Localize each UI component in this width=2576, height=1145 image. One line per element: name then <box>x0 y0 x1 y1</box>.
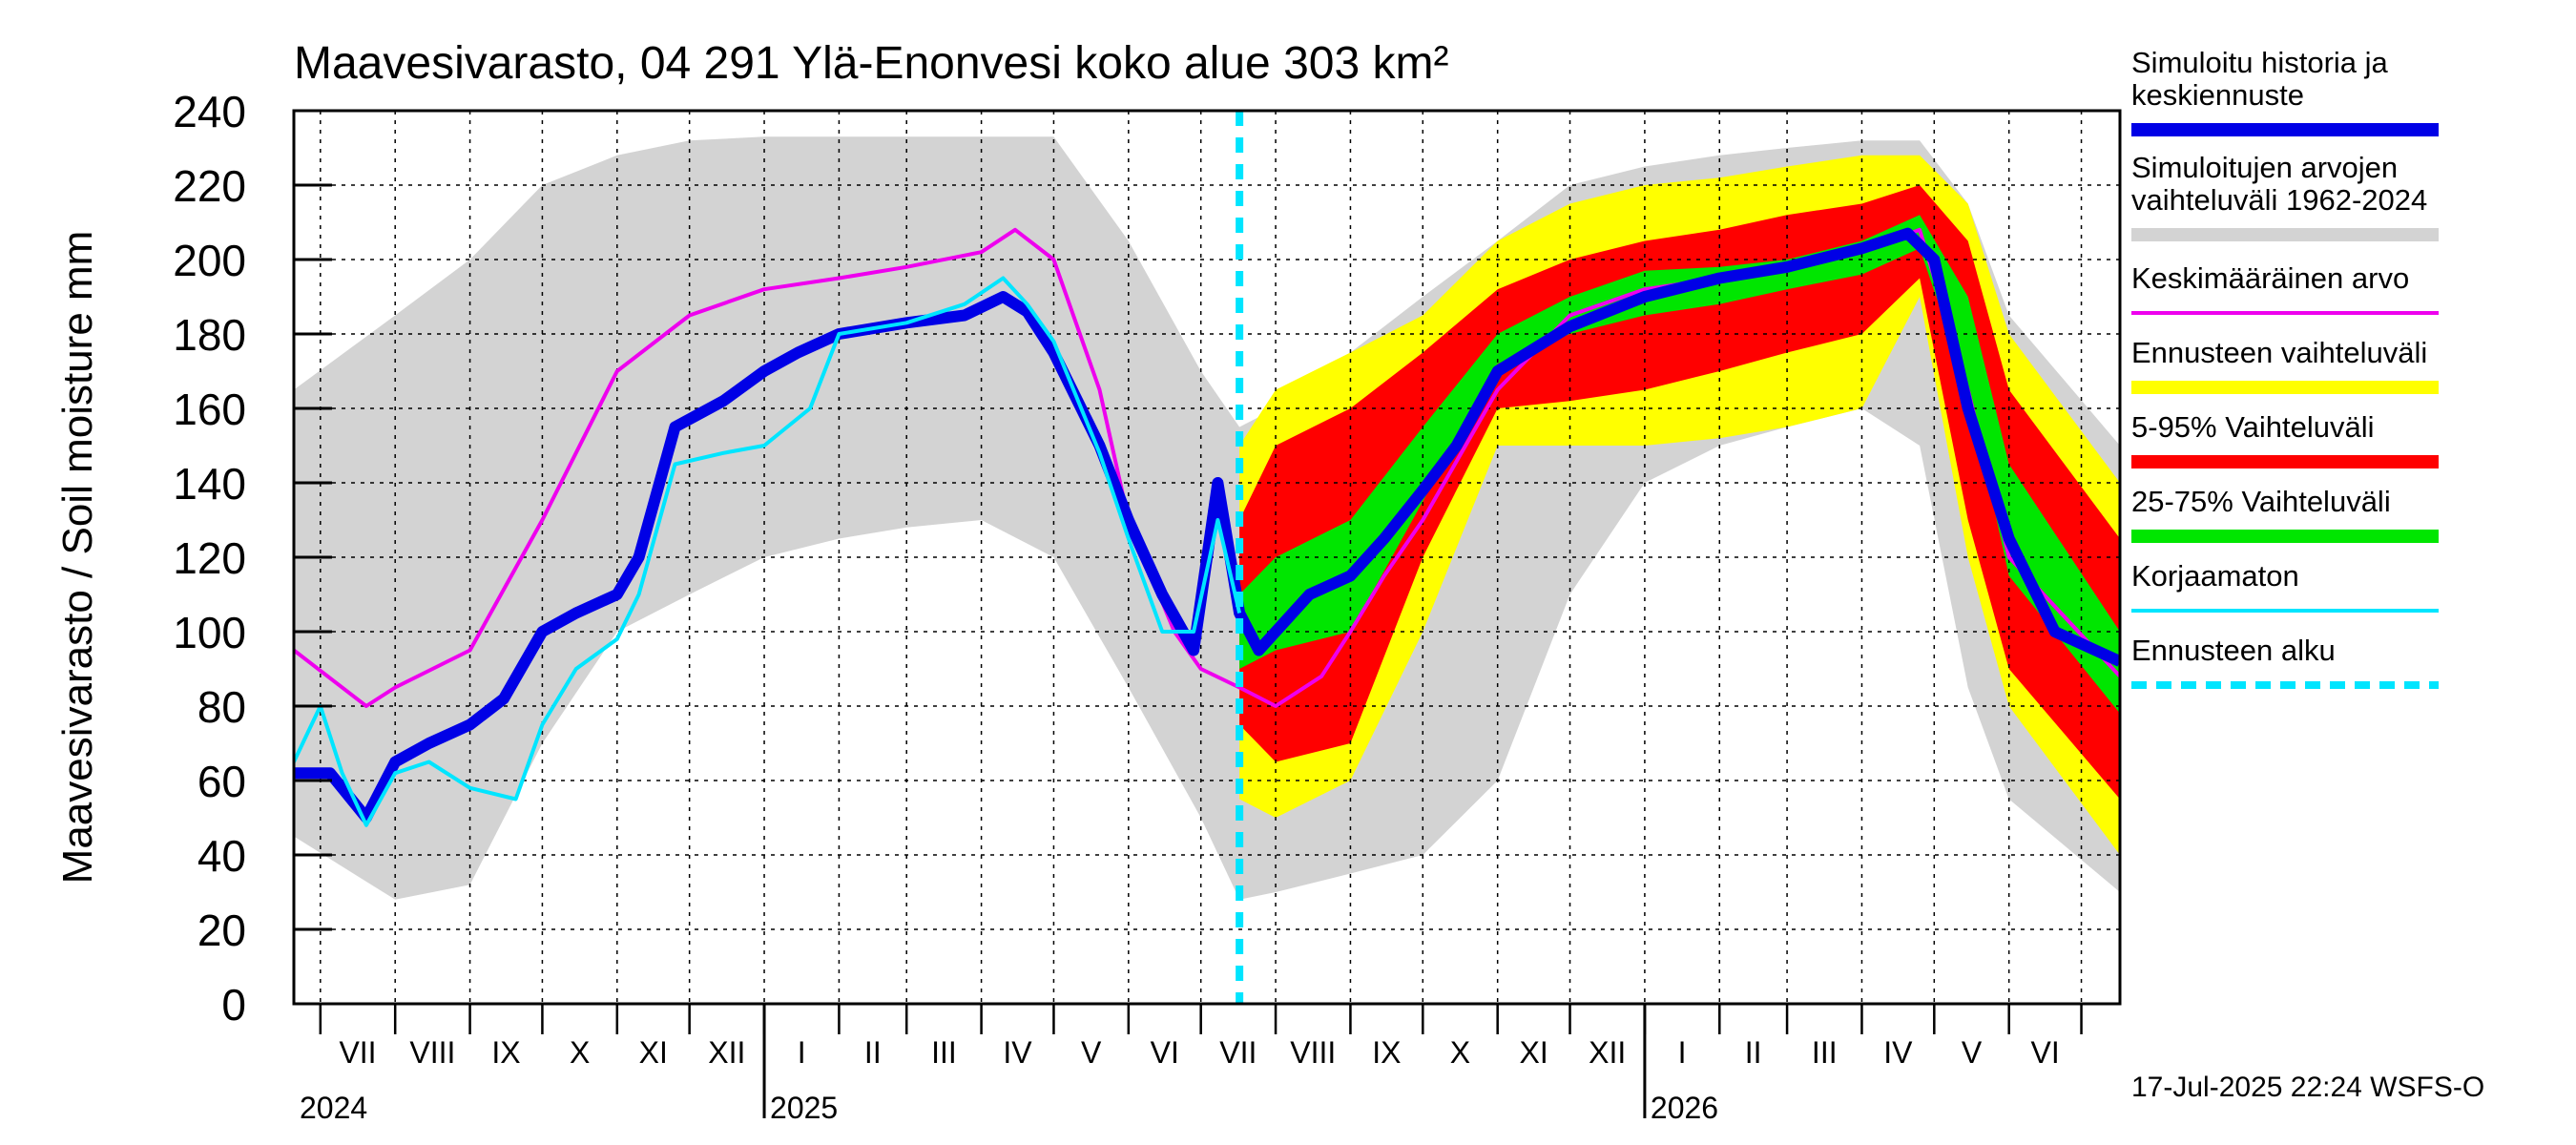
legend-uncorrected-text: Korjaamaton <box>2131 559 2299 593</box>
y-tick-label: 160 <box>173 385 246 434</box>
month-label: IX <box>491 1035 520 1070</box>
month-label: II <box>1745 1035 1762 1070</box>
p5-95-band <box>1239 185 2120 800</box>
month-label: I <box>798 1035 806 1070</box>
legend-p25-75-swatch <box>2131 530 2439 543</box>
chart-title: Maavesivarasto, 04 291 Ylä-Enonvesi koko… <box>294 38 1448 89</box>
legend-forecast-range-swatch <box>2131 381 2439 394</box>
month-label: XII <box>1589 1035 1626 1070</box>
y-tick-label: 220 <box>173 161 246 211</box>
y-tick-label: 140 <box>173 459 246 509</box>
legend-history-text: Simuloitu historia ja <box>2131 46 2389 79</box>
y-tick-label: 120 <box>173 533 246 583</box>
month-label: VIII <box>409 1035 455 1070</box>
y-tick-label: 20 <box>197 906 246 955</box>
month-label: VI <box>1151 1035 1179 1070</box>
y-tick-label: 60 <box>197 757 246 806</box>
month-label: XI <box>639 1035 668 1070</box>
month-label: X <box>1450 1035 1470 1070</box>
legend-p5-95-text: 5-95% Vaihteluväli <box>2131 410 2374 444</box>
y-tick-label: 100 <box>173 608 246 657</box>
month-label: IV <box>1003 1035 1032 1070</box>
uncorrected-line <box>294 276 1242 827</box>
y-tick-label: 240 <box>173 87 246 136</box>
y-tick-label: 80 <box>197 682 246 732</box>
legend-range-text: vaihteluväli 1962-2024 <box>2131 183 2427 217</box>
footer-timestamp: 17-Jul-2025 22:24 WSFS-O <box>2131 1072 2484 1103</box>
legend-range-swatch <box>2131 228 2439 241</box>
month-label: VIII <box>1290 1035 1336 1070</box>
lines-layer <box>294 111 2120 1004</box>
month-label: I <box>1678 1035 1687 1070</box>
year-label: 2024 <box>300 1091 367 1125</box>
month-label: X <box>570 1035 590 1070</box>
y-tick-label: 40 <box>197 831 246 881</box>
month-label: VI <box>2031 1035 2060 1070</box>
legend-forecast-start-text: Ennusteen alku <box>2131 634 2336 667</box>
month-label: IX <box>1372 1035 1401 1070</box>
month-label: XI <box>1519 1035 1548 1070</box>
y-tick-label: 200 <box>173 236 246 285</box>
month-label: III <box>931 1035 957 1070</box>
grid-layer <box>294 110 2120 1004</box>
y-axis-label: Maavesivarasto / Soil moisture mm <box>54 231 101 885</box>
month-label: XII <box>708 1035 745 1070</box>
legend-forecast-range-text: Ennusteen vaihteluväli <box>2131 336 2427 369</box>
month-label: VII <box>339 1035 376 1070</box>
month-label: III <box>1812 1035 1838 1070</box>
legend-p25-75-text: 25-75% Vaihteluväli <box>2131 485 2391 518</box>
legend-mean-swatch <box>2131 311 2439 315</box>
month-label: IV <box>1883 1035 1913 1070</box>
y-tick-label: 0 <box>221 980 246 1030</box>
legend-uncorrected-swatch <box>2131 609 2439 613</box>
month-label: VII <box>1219 1035 1257 1070</box>
legend-p5-95-swatch <box>2131 455 2439 468</box>
month-label: V <box>1962 1035 1983 1070</box>
y-tick-label: 180 <box>173 310 246 360</box>
legend-range-text: Simuloitujen arvojen <box>2131 151 2398 184</box>
history-line <box>294 227 2120 823</box>
legend-history-text: keskiennuste <box>2131 78 2304 112</box>
month-label: V <box>1081 1035 1102 1070</box>
year-label: 2026 <box>1651 1091 1718 1125</box>
month-label: II <box>864 1035 882 1070</box>
legend-history-swatch <box>2131 123 2439 136</box>
p25-75-band <box>1239 215 2120 714</box>
year-label: 2025 <box>770 1091 838 1125</box>
legend-mean-text: Keskimääräinen arvo <box>2131 261 2409 295</box>
